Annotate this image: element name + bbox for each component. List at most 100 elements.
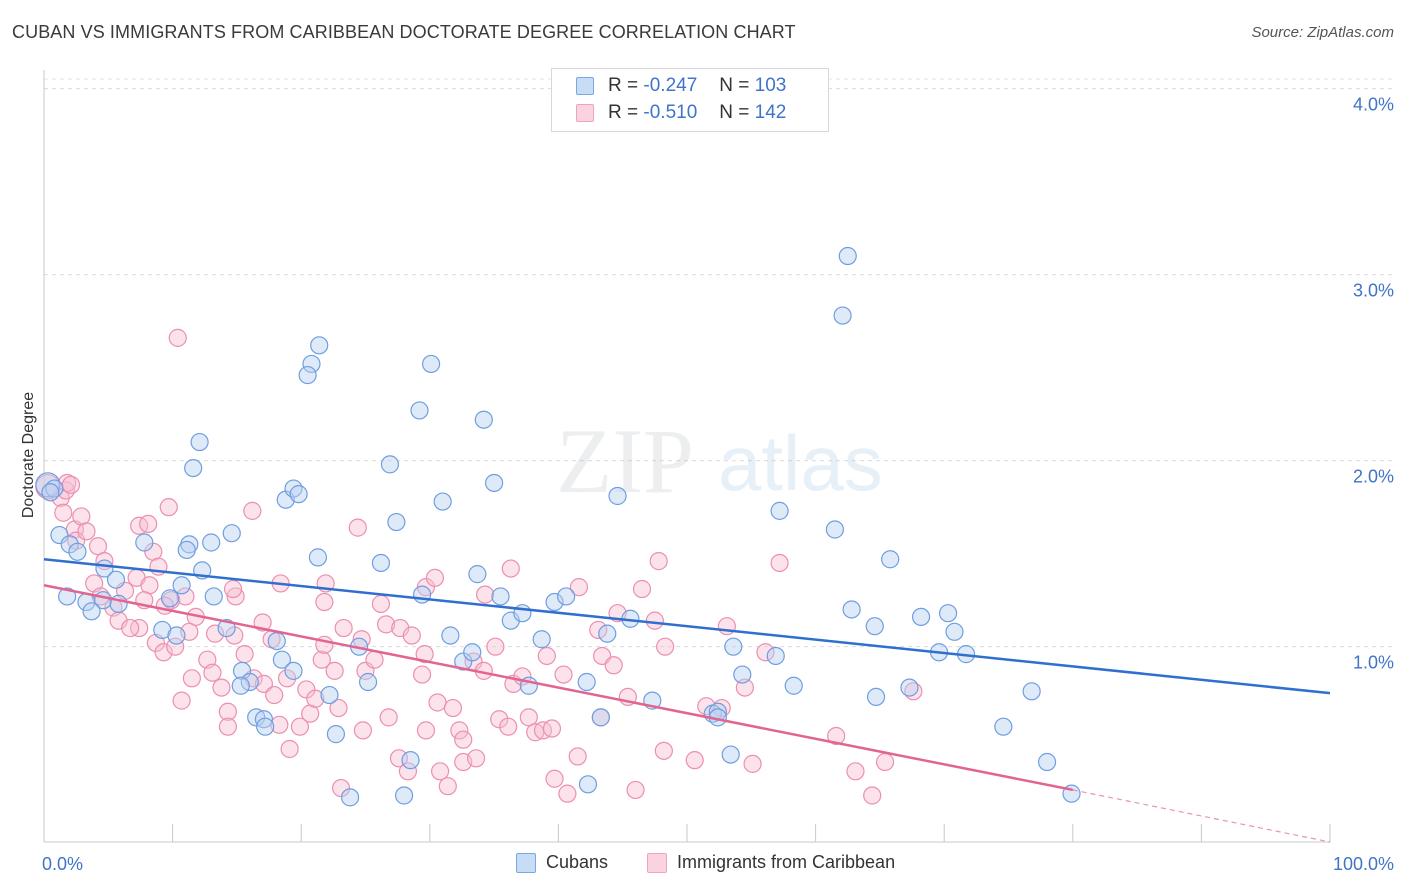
data-point [167, 626, 186, 645]
data-point [121, 618, 140, 638]
data-point [589, 620, 608, 640]
data-point [82, 602, 101, 621]
data-point [168, 328, 187, 347]
data-point [838, 246, 857, 266]
data-point [172, 691, 191, 710]
legend-n-value-cubans: 103 [754, 75, 787, 96]
data-point [256, 717, 275, 736]
data-point [433, 492, 452, 511]
data-point [743, 754, 762, 773]
data-point [320, 685, 339, 705]
data-point [827, 726, 846, 746]
data-point [223, 579, 243, 599]
y-tick-label: 1.0% [1353, 653, 1394, 673]
data-point [842, 600, 861, 619]
data-point [325, 661, 344, 680]
data-point [190, 432, 209, 452]
watermark-atlas: atlas [718, 419, 883, 507]
data-point [60, 535, 79, 554]
data-point [225, 626, 244, 645]
trend-line-caribbean-extension [1072, 789, 1331, 843]
data-point [401, 751, 420, 770]
data-point [443, 698, 463, 718]
data-point [591, 708, 610, 727]
data-point [756, 643, 775, 662]
legend-r-label: R = [608, 75, 639, 96]
data-point [766, 646, 785, 666]
data-point [598, 624, 617, 643]
data-point [770, 501, 789, 520]
data-point [577, 672, 596, 692]
data-point [61, 475, 81, 494]
data-point [911, 607, 931, 627]
data-point [402, 626, 421, 645]
data-point [474, 410, 493, 429]
y-tick-label: 4.0% [1353, 95, 1394, 115]
bottom-legend-label-cubans: Cubans [546, 852, 609, 872]
bottom-legend-swatch-cubans [516, 852, 536, 873]
data-point [310, 336, 329, 355]
data-point [846, 762, 865, 781]
data-point [243, 501, 262, 520]
data-point [485, 473, 504, 493]
legend-row-caribbean: R = -0.510 N = 142 [576, 101, 786, 125]
data-point [290, 717, 310, 736]
data-point [398, 762, 418, 781]
data-point [387, 512, 406, 532]
data-point [182, 669, 201, 688]
trend-line-cubans [43, 558, 1331, 695]
data-point [428, 693, 447, 712]
data-point [569, 578, 589, 597]
data-point [501, 559, 520, 578]
data-point [160, 589, 180, 608]
trend-line-caribbean [43, 584, 1074, 792]
data-point [499, 717, 518, 736]
data-point [280, 739, 299, 759]
data-point [254, 674, 274, 693]
data-point [938, 604, 958, 623]
data-point [284, 479, 303, 498]
data-point [254, 710, 274, 729]
data-point [68, 542, 87, 561]
legend-r-value-cubans: -0.247 [643, 75, 698, 96]
data-point [379, 708, 398, 727]
data-point [533, 721, 553, 740]
data-point [649, 552, 668, 571]
series-caribbean-points [35, 328, 923, 805]
data-point [532, 630, 551, 649]
data-point [430, 762, 450, 781]
data-point [176, 587, 195, 606]
legend-r-label: R = [608, 102, 639, 123]
data-point [159, 498, 178, 517]
legend-n-value-caribbean: 142 [754, 102, 787, 123]
data-point [626, 780, 645, 800]
data-point [416, 721, 436, 740]
legend-swatch-caribbean [576, 104, 594, 122]
data-point [172, 576, 191, 595]
data-point [54, 503, 73, 522]
data-point [770, 553, 789, 573]
data-point [265, 685, 284, 705]
legend-n-label: N = [719, 75, 750, 96]
bottom-legend-caribbean: Immigrants from Caribbean [647, 852, 895, 873]
data-point [863, 786, 882, 805]
data-point [468, 565, 487, 584]
data-point [865, 617, 884, 636]
data-point [645, 611, 664, 630]
data-point [302, 354, 321, 374]
bottom-legend-swatch-caribbean [647, 852, 667, 873]
data-point [491, 587, 510, 606]
data-point [139, 514, 158, 533]
data-point [267, 631, 286, 651]
data-point [1022, 682, 1041, 701]
data-point [578, 775, 598, 794]
data-point [632, 579, 652, 599]
data-point [568, 747, 587, 766]
data-point [1037, 752, 1057, 772]
data-point [240, 672, 259, 692]
legend-swatch-cubans [576, 77, 594, 95]
data-point [833, 306, 852, 325]
chart-source: Source: ZipAtlas.com [1251, 24, 1394, 41]
data-point [450, 721, 469, 740]
